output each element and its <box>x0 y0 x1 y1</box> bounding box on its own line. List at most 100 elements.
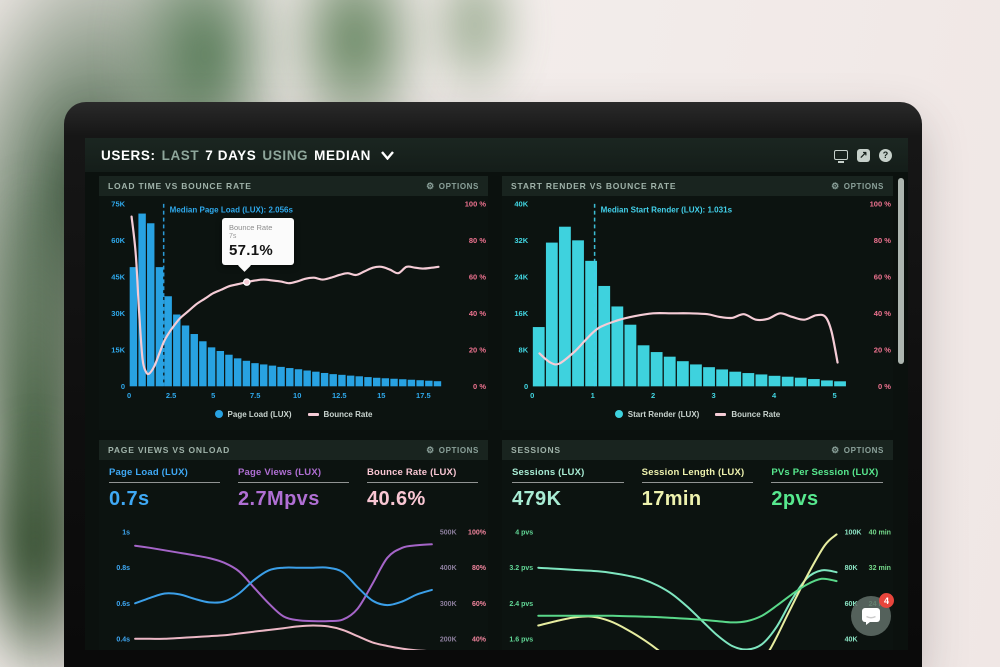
metric-row: Page Load (LUX) 0.7s Page Views (LUX) 2.… <box>99 460 488 518</box>
legend-item: Bounce Rate <box>307 410 372 419</box>
header-using-label: USING <box>262 147 309 163</box>
svg-text:17.5: 17.5 <box>416 391 431 400</box>
display-icon[interactable] <box>833 148 848 163</box>
chart-start-render-vs-bounce[interactable]: Median Start Render (LUX): 1.031s 40K 32K 2… <box>502 196 893 402</box>
svg-text:60K: 60K <box>845 601 858 608</box>
metric-value: 40.6% <box>367 488 426 510</box>
panel-page-views-vs-onload: PAGE VIEWS VS ONLOAD ⚙ OPTIONS Page Load… <box>99 440 488 650</box>
svg-text:0 %: 0 % <box>878 382 891 391</box>
gear-icon: ⚙ <box>831 180 840 191</box>
svg-text:2: 2 <box>651 391 655 400</box>
share-icon[interactable]: ↗ <box>857 148 870 162</box>
svg-text:5: 5 <box>211 391 215 400</box>
vertical-scrollbar[interactable] <box>898 178 904 364</box>
svg-text:80K: 80K <box>845 565 858 572</box>
metric-value: 479K <box>512 488 562 510</box>
metric-underline <box>512 482 624 483</box>
panel-title: PAGE VIEWS VS ONLOAD <box>108 445 231 455</box>
svg-text:16K: 16K <box>514 309 528 318</box>
metric-value: 2pvs <box>771 488 819 510</box>
legend-item: Bounce Rate <box>715 410 780 419</box>
metric-page-views: Page Views (LUX) 2.7Mpvs <box>238 467 349 518</box>
panel-start-render-vs-bounce-rate: START RENDER VS BOUNCE RATE ⚙ OPTIONS Me… <box>502 176 893 430</box>
svg-text:15: 15 <box>377 391 385 400</box>
metric-session-length: Session Length (LUX) 17min <box>641 467 754 518</box>
options-button[interactable]: ⚙ OPTIONS <box>831 444 884 455</box>
svg-text:300K: 300K <box>440 601 457 608</box>
svg-text:30K: 30K <box>111 309 125 318</box>
svg-text:60K: 60K <box>111 236 125 245</box>
metric-label: Page Load (LUX) <box>109 467 189 478</box>
legend: Start Render (LUX) Bounce Rate <box>502 402 893 426</box>
legend-dot-icon <box>614 410 623 418</box>
chart-page-views-vs-onload[interactable]: 1s 0.8s 0.6s 0.4s 500K 100% 400K 80% 300K 60% 200K… <box>99 518 488 650</box>
metric-underline <box>238 482 349 483</box>
svg-text:40 min: 40 min <box>869 530 891 537</box>
svg-text:0: 0 <box>530 391 534 400</box>
metric-bounce-rate: Bounce Rate (LUX) 40.6% <box>367 467 478 518</box>
metric-underline <box>641 482 754 483</box>
legend-line-icon <box>307 412 319 416</box>
options-button[interactable]: ⚙ OPTIONS <box>831 180 884 191</box>
svg-text:10: 10 <box>293 391 301 400</box>
svg-text:2.5: 2.5 <box>166 391 176 400</box>
metric-pvs-per-session: PVs Per Session (LUX) 2pvs <box>771 467 884 518</box>
svg-text:0: 0 <box>127 391 131 400</box>
svg-text:0.4s: 0.4s <box>116 636 130 643</box>
svg-text:24K: 24K <box>514 272 528 281</box>
svg-text:60 %: 60 % <box>874 272 892 281</box>
panel-load-time-vs-bounce-rate: LOAD TIME VS BOUNCE RATE ⚙ OPTIONS Media… <box>99 176 488 430</box>
chart-load-time-vs-bounce[interactable]: Median Page Load (LUX): 2.056s 75K 60K 45K 3… <box>99 196 488 402</box>
svg-text:100K: 100K <box>845 530 862 537</box>
dashboard-screen: USERS: LAST 7 DAYS USING MEDIAN ↗ ? <box>85 138 908 650</box>
tooltip-title: Bounce Rate <box>229 223 273 232</box>
tooltip-sub: 7s <box>229 233 237 240</box>
metric-page-load: Page Load (LUX) 0.7s <box>109 467 220 518</box>
plant-leaf <box>425 0 525 110</box>
panel-sessions: SESSIONS ⚙ OPTIONS Sessions (LUX) 479K S… <box>502 440 893 650</box>
svg-text:60 %: 60 % <box>469 272 487 281</box>
metric-underline <box>771 482 884 483</box>
gear-icon: ⚙ <box>426 180 435 191</box>
chart-sessions[interactable]: 4 pvs 3.2 pvs 2.4 pvs 1.6 pvs 100K 40 min 80K 3… <box>502 518 893 650</box>
metric-underline <box>109 482 220 483</box>
svg-text:100%: 100% <box>468 530 487 537</box>
metric-value: 17min <box>641 488 702 510</box>
help-icon[interactable]: ? <box>879 148 892 162</box>
svg-text:Median Start Render (LUX): 1.0: Median Start Render (LUX): 1.031s <box>601 206 733 215</box>
users-range-dropdown[interactable]: USERS: LAST 7 DAYS USING MEDIAN <box>101 148 394 163</box>
legend: Page Load (LUX) Bounce Rate <box>99 402 488 426</box>
panel-title: SESSIONS <box>511 445 561 455</box>
header-users-label: USERS: <box>101 147 156 163</box>
svg-text:12.5: 12.5 <box>332 391 347 400</box>
svg-text:40K: 40K <box>514 199 528 208</box>
svg-text:80%: 80% <box>472 565 487 572</box>
svg-text:4 pvs: 4 pvs <box>515 530 533 537</box>
legend-dot-icon <box>214 410 223 418</box>
header-days-label: 7 DAYS <box>205 147 257 163</box>
svg-text:0 %: 0 % <box>473 382 486 391</box>
metric-label: Session Length (LUX) <box>641 467 745 478</box>
svg-text:8K: 8K <box>519 345 529 354</box>
svg-text:75K: 75K <box>111 199 125 208</box>
bounce-rate-tooltip: Bounce Rate 7s 57.1% <box>222 218 294 265</box>
legend-item: Page Load (LUX) <box>214 410 292 419</box>
options-button[interactable]: ⚙ OPTIONS <box>426 444 479 455</box>
metric-underline <box>367 482 478 483</box>
tooltip-value: 57.1% <box>229 242 274 259</box>
chat-bubble-icon <box>862 608 880 625</box>
legend-line-icon <box>715 412 727 416</box>
svg-text:45K: 45K <box>111 272 125 281</box>
options-button[interactable]: ⚙ OPTIONS <box>426 180 479 191</box>
dashboard-header: USERS: LAST 7 DAYS USING MEDIAN ↗ ? <box>85 138 908 172</box>
header-median-label: MEDIAN <box>314 147 372 163</box>
svg-text:400K: 400K <box>440 565 457 572</box>
svg-text:3: 3 <box>712 391 716 400</box>
chat-widget-button[interactable]: 4 <box>851 593 894 636</box>
laptop-frame: USERS: LAST 7 DAYS USING MEDIAN ↗ ? <box>64 102 922 667</box>
metric-label: Sessions (LUX) <box>512 467 585 478</box>
chat-unread-badge: 4 <box>879 593 894 608</box>
svg-text:60%: 60% <box>472 601 487 608</box>
metric-row: Sessions (LUX) 479K Session Length (LUX)… <box>502 460 893 518</box>
